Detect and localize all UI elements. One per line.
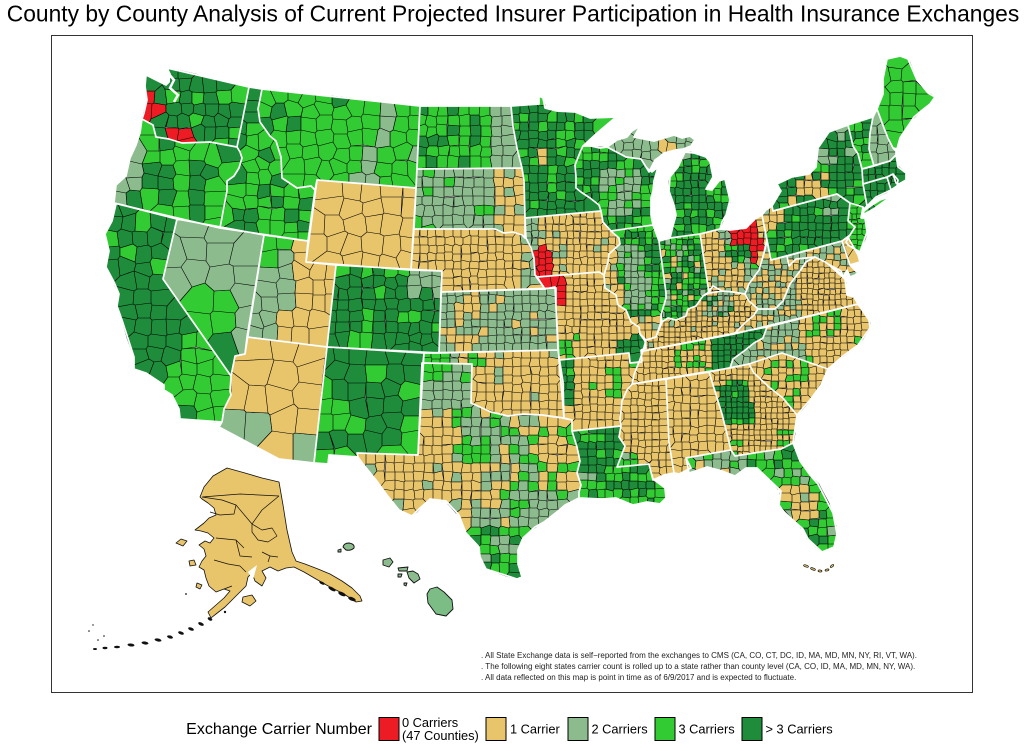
svg-text:Exchange Carrier Number: Exchange Carrier Number xyxy=(186,721,373,738)
svg-text:. All State Exchange data is s: . All State Exchange data is self−report… xyxy=(481,651,917,660)
svg-text:(47 Counties): (47 Counties) xyxy=(402,728,479,743)
svg-text:. The following eight states c: . The following eight states carrier cou… xyxy=(481,662,915,671)
svg-text:2 Carriers: 2 Carriers xyxy=(592,722,648,737)
svg-text:. All data reflected on this m: . All data reflected on this map is poin… xyxy=(481,673,796,682)
svg-text:County by County Analysis of C: County by County Analysis of Current Pro… xyxy=(7,1,1019,27)
svg-text:0 Carriers: 0 Carriers xyxy=(402,715,458,730)
svg-text:3 Carriers: 3 Carriers xyxy=(679,722,735,737)
svg-text:1 Carrier: 1 Carrier xyxy=(510,722,561,737)
svg-text:> 3 Carriers: > 3 Carriers xyxy=(766,722,833,737)
